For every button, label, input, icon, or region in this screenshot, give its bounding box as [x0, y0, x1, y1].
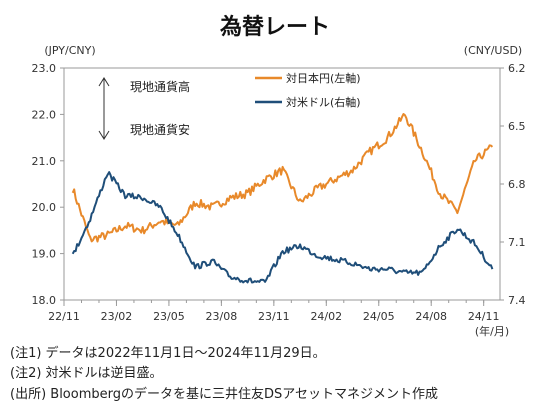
right-axis-tick-label: 7.4	[508, 294, 526, 307]
left-axis-label: (JPY/CNY)	[44, 44, 95, 57]
note-2: (注2) 対米ドルは逆目盛。	[10, 366, 163, 381]
x-axis-tick-label: 22/11	[48, 310, 80, 323]
x-axis-tick-label: 23/05	[153, 310, 185, 323]
chart-title: 為替レート	[220, 14, 330, 40]
x-axis-tick-label: 24/05	[363, 310, 395, 323]
x-unit-label: (年/月)	[475, 324, 509, 338]
x-axis-tick-label: 23/11	[258, 310, 290, 323]
arrow-up-icon	[98, 77, 110, 87]
arrow-down-icon	[98, 130, 110, 140]
right-axis-tick-label: 6.5	[508, 120, 526, 133]
right-axis-tick-label: 6.8	[508, 178, 526, 191]
right-axis-tick-label: 6.2	[508, 62, 526, 75]
x-axis-tick-label: 23/02	[101, 310, 133, 323]
x-axis-tick-label: 24/08	[415, 310, 447, 323]
note-1: (注1) データは2022年11月1日～2024年11月29日。	[10, 346, 326, 361]
left-axis-tick-label: 21.0	[32, 155, 57, 168]
left-axis-tick-label: 18.0	[32, 294, 57, 307]
left-axis-tick-label: 20.0	[32, 201, 57, 214]
series-line-usd	[71, 171, 494, 284]
right-axis-label: (CNY/USD)	[464, 44, 522, 57]
left-axis-tick-label: 23.0	[32, 62, 57, 75]
legend-label: 対米ドル(右軸)	[286, 95, 361, 109]
x-axis-tick-label: 24/02	[310, 310, 342, 323]
left-axis-tick-label: 19.0	[32, 248, 57, 261]
right-axis-tick-label: 7.1	[508, 236, 526, 249]
annotation-down-label: 現地通貨安	[130, 122, 190, 137]
x-axis-tick-label: 23/08	[206, 310, 238, 323]
series-line-jpy	[71, 113, 494, 243]
exchange-rate-chart: 為替レート (JPY/CNY) (CNY/USD) 18.0 19.0 20.0 21…	[32, 14, 526, 338]
annotation-up-label: 現地通貨高	[130, 79, 190, 94]
left-axis-tick-label: 22.0	[32, 108, 57, 121]
legend-label: 対日本円(左軸)	[286, 71, 361, 85]
source-note: (出所) Bloombergのデータを基に三井住友DSアセットマネジメント作成	[10, 387, 438, 402]
x-axis-tick-label: 24/11	[468, 310, 500, 323]
